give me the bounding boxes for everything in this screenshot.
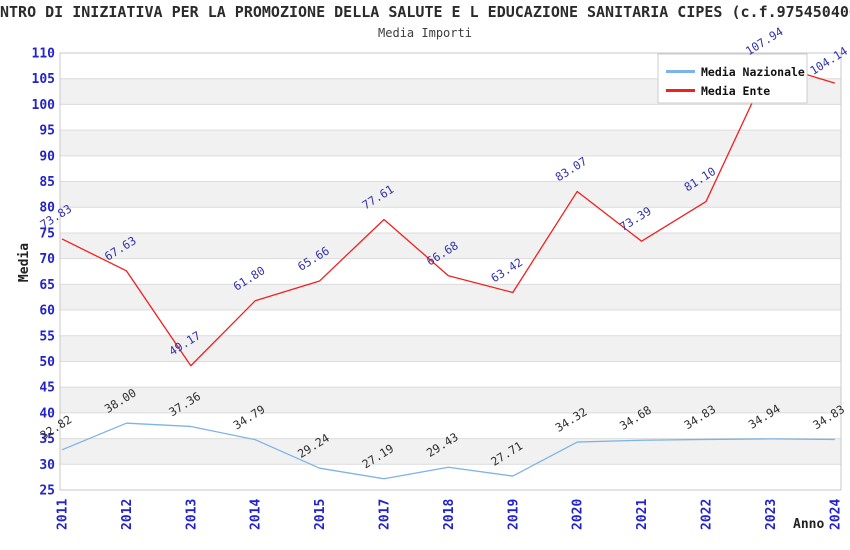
x-tick-label: 2018 <box>442 499 457 530</box>
plot-band <box>60 464 841 490</box>
series-line-media-ente <box>61 62 835 367</box>
plot-band <box>60 335 841 362</box>
y-axis-title: Media <box>17 242 33 283</box>
y-tick-label: 75 <box>39 226 55 241</box>
y-tick-label: 50 <box>39 355 55 370</box>
x-tick-label: 2012 <box>120 499 135 530</box>
y-tick-label: 110 <box>32 47 56 62</box>
x-tick-label: 2015 <box>313 499 328 530</box>
y-tick-label: 35 <box>39 432 55 447</box>
plot-band <box>60 130 841 156</box>
series-line-media-nazionale <box>61 422 835 480</box>
legend-label-media-nazionale: Media Nazionale <box>701 65 805 79</box>
plot-band <box>60 438 841 465</box>
plot-band <box>60 232 841 259</box>
legend: Media Nazionale Media Ente <box>657 53 808 104</box>
x-tick-label: 2017 <box>378 499 393 530</box>
x-tick-label: 2013 <box>184 499 199 530</box>
x-tick-label: 2019 <box>506 499 521 530</box>
plot-band <box>60 258 841 285</box>
x-tick-label: 2022 <box>700 499 715 530</box>
y-tick-label: 55 <box>39 329 55 344</box>
y-tick-label: 45 <box>39 381 55 396</box>
plot-border <box>59 52 842 491</box>
y-tick-label: 70 <box>39 252 55 267</box>
plot-band <box>60 155 841 182</box>
y-tick-label: 95 <box>39 124 55 139</box>
x-tick-label: 2023 <box>764 499 779 530</box>
plot-band <box>60 361 841 388</box>
x-axis-title: Anno <box>793 517 825 532</box>
plot-band <box>60 104 841 131</box>
plot-area: 1101051009590858075706560555045403530252… <box>32 47 844 531</box>
chart-subtitle: Media Importi <box>378 26 472 40</box>
y-tick-label: 40 <box>39 406 55 421</box>
y-tick-label: 65 <box>39 278 55 293</box>
y-tick-label: 105 <box>32 72 55 87</box>
chart-title: NTRO DI INIZIATIVA PER LA PROMOZIONE DEL… <box>0 3 850 21</box>
y-tick-label: 100 <box>32 98 56 113</box>
y-tick-label: 85 <box>39 175 55 190</box>
plot-band <box>60 310 841 336</box>
y-tick-label: 90 <box>39 149 55 164</box>
y-tick-label: 80 <box>39 201 55 216</box>
x-tick-label: 2021 <box>635 499 650 530</box>
y-tick-label: 30 <box>39 458 55 473</box>
y-tick-label: 60 <box>39 304 55 319</box>
plot-band <box>60 412 841 439</box>
plot-band <box>60 284 841 311</box>
x-tick-label: 2011 <box>56 499 71 530</box>
legend-box <box>657 53 808 104</box>
legend-label-media-ente: Media Ente <box>701 84 770 98</box>
x-tick-label: 2020 <box>571 499 586 530</box>
x-tick-label: 2024 <box>828 499 843 530</box>
plot-band <box>60 387 841 413</box>
plot-band <box>60 207 841 233</box>
x-tick-label: 2014 <box>249 499 264 530</box>
y-tick-label: 25 <box>39 484 55 499</box>
plot-band <box>60 181 841 208</box>
